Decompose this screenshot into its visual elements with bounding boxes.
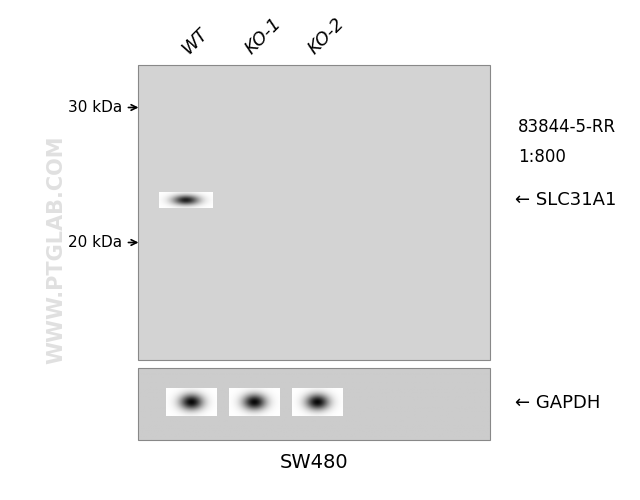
Text: ← GAPDH: ← GAPDH	[515, 394, 600, 411]
Bar	[138, 360, 490, 368]
Text: 20 kDa: 20 kDa	[68, 235, 122, 250]
Text: ← SLC31A1: ← SLC31A1	[515, 191, 616, 209]
Text: KO-1: KO-1	[241, 14, 285, 58]
Text: 30 kDa: 30 kDa	[68, 100, 122, 115]
Text: 83844-5-RR: 83844-5-RR	[518, 118, 616, 136]
Text: 1:800: 1:800	[518, 148, 566, 166]
Text: SW480: SW480	[280, 453, 348, 472]
Text: KO-2: KO-2	[305, 14, 348, 58]
Text: WT: WT	[179, 24, 212, 58]
Bar	[138, 368, 490, 440]
Bar	[138, 65, 490, 360]
Text: WWW.PTGLAB.COM: WWW.PTGLAB.COM	[47, 136, 67, 364]
